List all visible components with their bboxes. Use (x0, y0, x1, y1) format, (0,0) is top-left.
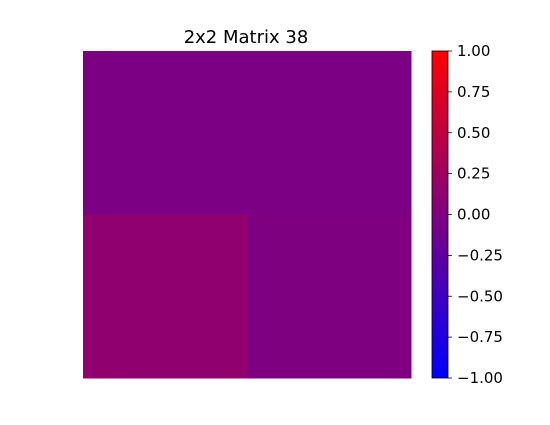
chart-title: 2x2 Matrix 38 (184, 27, 309, 48)
colorbar-tick-label: −1.00 (457, 369, 503, 387)
heatmap-cell-r0-c1 (247, 51, 412, 215)
colorbar-tick-label: 1.00 (457, 42, 490, 60)
heatmap-cell-r0-c0 (83, 51, 248, 215)
colorbar-tick-label: 0.00 (457, 206, 490, 224)
colorbar-tick-label: −0.50 (457, 287, 503, 305)
heatmap-cell-r1-c0 (83, 214, 248, 379)
colorbar-tick-label: 0.75 (457, 83, 490, 101)
colorbar-tick-label: −0.75 (457, 328, 503, 346)
colorbar-tick-label: 0.25 (457, 165, 490, 183)
colorbar-tick-label: 0.50 (457, 124, 490, 142)
colorbar-ticks: 1.00 0.75 0.50 0.25 0.00 −0.25 −0.50 −0.75 −1.00 (448, 42, 503, 387)
heatmap-cell-r1-c1 (247, 214, 412, 379)
colorbar (431, 50, 449, 379)
colorbar-tick-label: −0.25 (457, 246, 503, 264)
heatmap-cells (83, 51, 412, 379)
